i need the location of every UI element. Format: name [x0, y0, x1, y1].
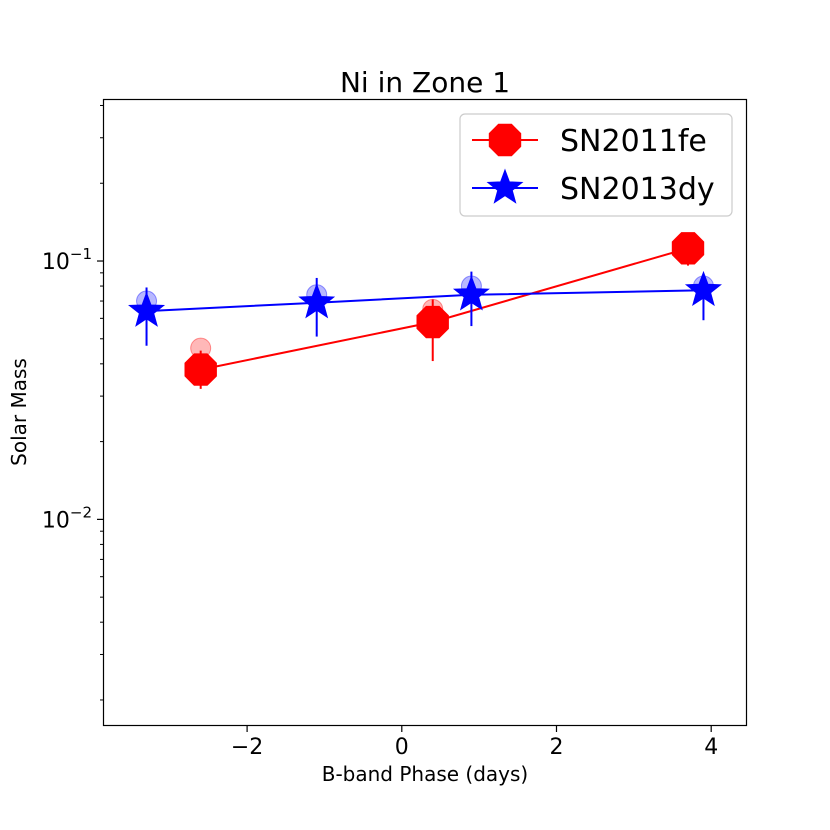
legend-label: SN2011fe: [560, 124, 707, 159]
data-point: [416, 305, 449, 339]
chart-title: Ni in Zone 1: [340, 66, 510, 99]
legend-entry: SN2013dy: [472, 168, 715, 207]
legend: SN2011fe SN2013dy: [459, 113, 733, 217]
data-point: [298, 283, 336, 319]
x-tick-label: 0: [395, 735, 409, 760]
x-axis-label: B-band Phase (days): [322, 762, 529, 786]
x-tick-label: −2: [231, 735, 263, 760]
data-point: [684, 270, 722, 307]
data-point: [128, 291, 166, 327]
series-line: [200, 247, 689, 371]
legend-marker: [488, 123, 522, 157]
legend-label: SN2013dy: [560, 172, 715, 207]
data-point: [671, 232, 705, 265]
axes: −2 0 2 4 10−2 10−1: [42, 104, 718, 760]
plot-frame: [102, 98, 748, 727]
y-tick-label: 10−1: [42, 245, 92, 275]
y-tick-label: 10−2: [42, 503, 92, 533]
plot-area: [128, 232, 722, 389]
y-axis-label: Solar Mass: [7, 358, 31, 466]
data-point: [184, 353, 217, 386]
series-SN2011fe: [184, 232, 705, 389]
x-tick-label: 2: [549, 735, 563, 760]
x-tick-label: 4: [704, 735, 718, 760]
legend-marker: [486, 168, 524, 204]
series-SN2013dy: [128, 270, 722, 346]
series-line: [146, 289, 704, 313]
data-point: [452, 275, 490, 311]
legend-entry: SN2011fe: [472, 123, 707, 159]
